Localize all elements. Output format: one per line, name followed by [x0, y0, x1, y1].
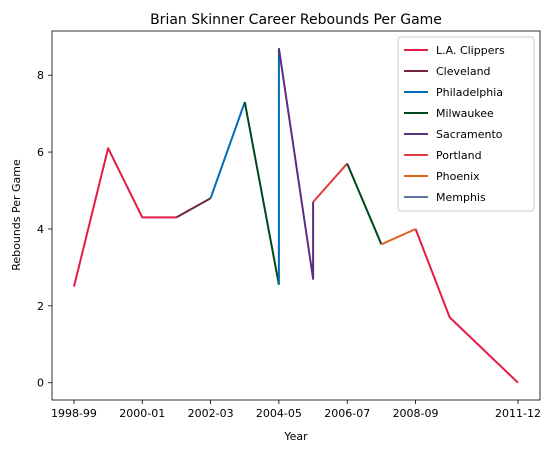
x-tick-label: 2002-03: [188, 407, 234, 420]
x-tick-label: 2000-01: [119, 407, 165, 420]
series-line-7: [346, 163, 383, 245]
x-tick-label: 1998-99: [51, 407, 97, 420]
x-axis: 1998-99 2000-01 2002-03 2004-05 2006-07 2008-…: [51, 400, 541, 420]
x-tick-label: 2004-05: [256, 407, 302, 420]
series-line-3: [243, 101, 280, 285]
x-tick-label: 2006-07: [324, 407, 370, 420]
x-axis-label: Year: [283, 430, 308, 443]
series-line-1: [175, 197, 212, 219]
x-tick-label: 2008-09: [393, 407, 439, 420]
y-tick-label: 2: [37, 300, 44, 313]
series-line-8: [380, 228, 417, 246]
legend-label: Cleveland: [436, 65, 491, 78]
series-lines: [73, 48, 519, 384]
legend-label: Portland: [436, 149, 482, 162]
legend: L.A. Clippers Cleveland Philadelphia Milwau…: [397, 36, 535, 212]
legend-label: Phoenix: [436, 170, 480, 183]
plot-border: [51, 30, 541, 401]
chart-title: Brian Skinner Career Rebounds Per Game: [150, 12, 442, 28]
series-line-9: [414, 228, 519, 384]
y-tick-label: 6: [37, 146, 44, 159]
y-tick-label: 0: [37, 377, 44, 390]
series-line-0: [73, 147, 177, 287]
legend-label: Philadelphia: [436, 86, 503, 99]
legend-label: L.A. Clippers: [436, 44, 505, 57]
legend-box: [397, 36, 535, 212]
series-line-2: [209, 101, 246, 199]
y-tick-label: 8: [37, 69, 44, 82]
x-tick-label: 2011-12: [495, 407, 541, 420]
series-line-5: [277, 48, 315, 280]
legend-label: Sacramento: [436, 128, 503, 141]
y-tick-label: 4: [37, 223, 44, 236]
legend-label: Memphis: [436, 191, 486, 204]
y-axis-label: Rebounds Per Game: [10, 159, 23, 271]
y-axis: 0 2 4 6 8: [37, 69, 52, 390]
series-line-6: [312, 162, 348, 203]
legend-label: Milwaukee: [436, 107, 494, 120]
